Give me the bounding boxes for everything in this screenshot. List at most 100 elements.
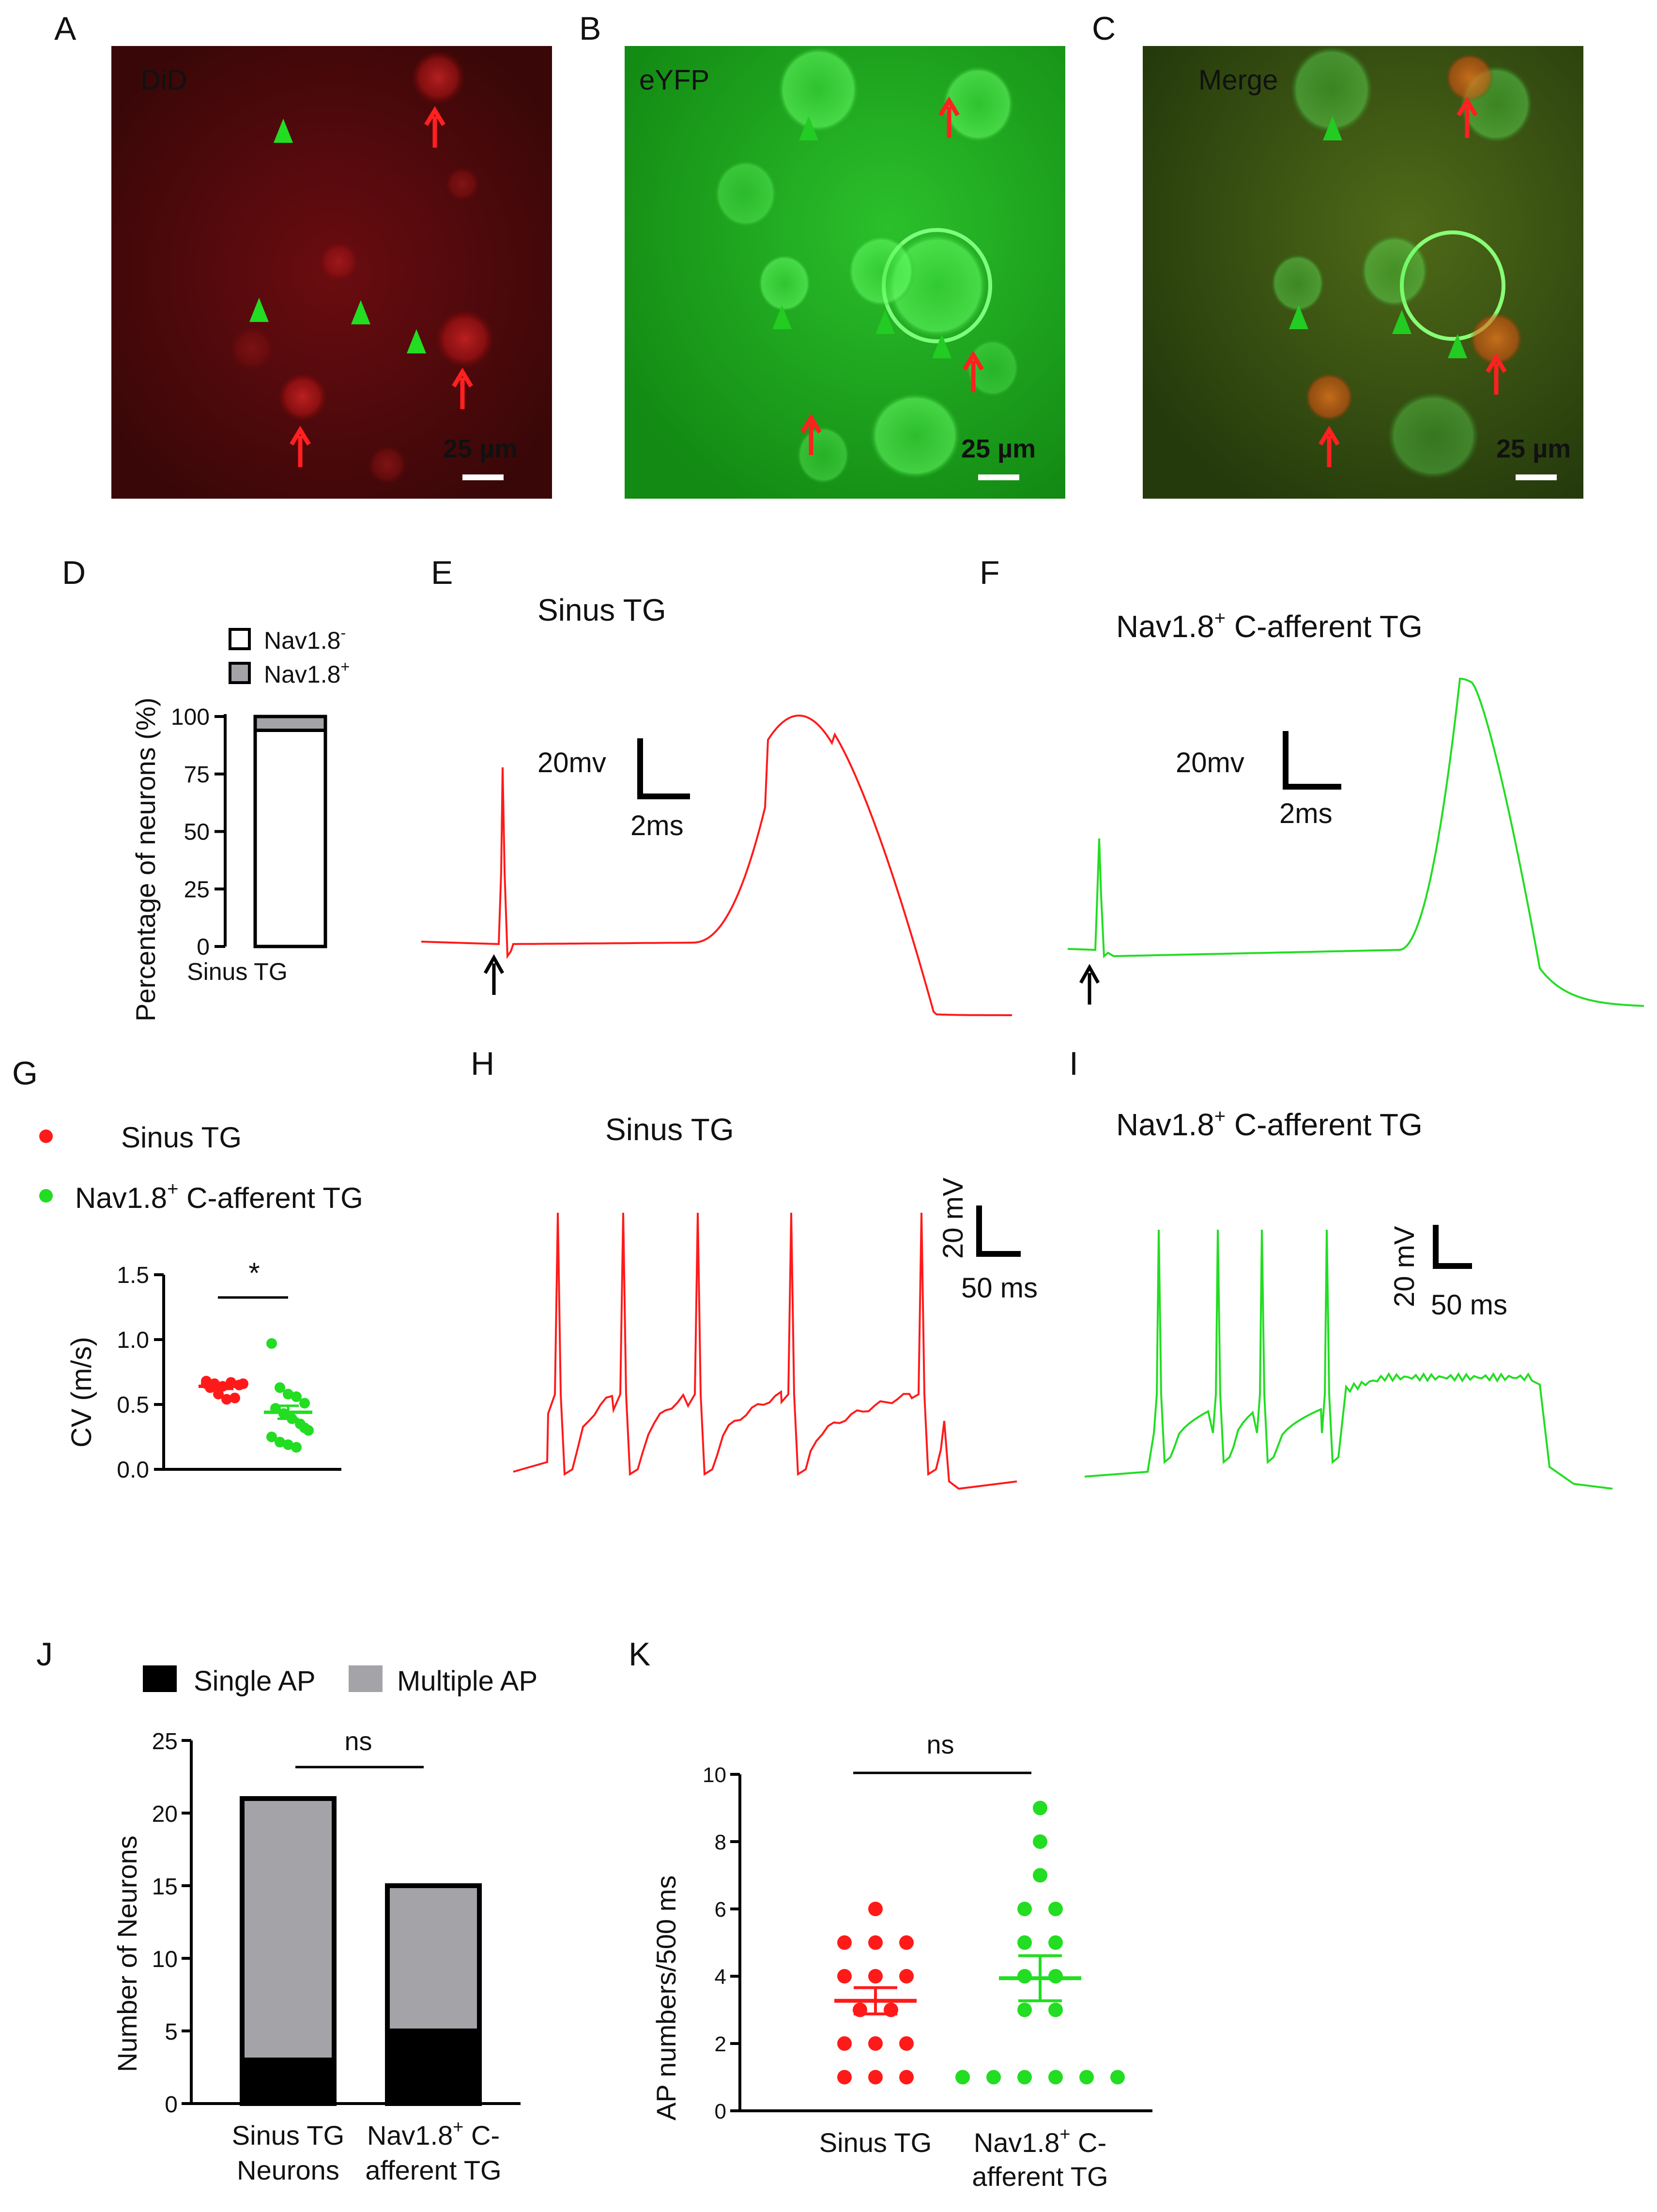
trace-f-title: Nav1.8+ C-afferent TG <box>1116 608 1423 644</box>
green-arrowhead-icon <box>799 116 818 140</box>
bar-single-ap <box>240 2058 337 2106</box>
trace-i-title: Nav1.8+ C-afferent TG <box>1116 1106 1423 1142</box>
data-point <box>299 1422 310 1434</box>
cell <box>966 339 1019 397</box>
green-arrowhead-icon <box>932 334 951 358</box>
chart-d-ylabel: Percentage of neurons (%) <box>130 698 161 1022</box>
y-tick-label: 10 <box>703 1763 726 1787</box>
trace-e-title: Sinus TG <box>537 593 666 627</box>
bar-multiple-ap <box>385 1883 482 2033</box>
data-point <box>1033 1800 1047 1815</box>
green-arrowhead-icon <box>407 329 426 353</box>
micrograph-c: Merge 25 µm <box>1143 46 1583 499</box>
data-point <box>899 2036 914 2051</box>
bar-single-ap <box>385 2029 482 2106</box>
data-point <box>221 1394 232 1405</box>
data-point <box>1017 2002 1032 2017</box>
data-point <box>299 1398 310 1409</box>
data-point <box>1017 1902 1032 1916</box>
cell <box>797 426 850 484</box>
cell <box>278 373 327 421</box>
legend-dot-nav <box>39 1189 53 1203</box>
data-point <box>1017 1969 1032 1983</box>
cell <box>714 160 777 228</box>
red-arrow-icon <box>800 413 822 455</box>
red-arrow-icon <box>424 106 445 148</box>
red-arrow-icon <box>963 351 984 392</box>
panel-letter-c: C <box>1092 10 1116 47</box>
legend-label-nav: Nav1.8+ C-afferent TG <box>75 1178 363 1214</box>
data-point <box>1033 1868 1047 1883</box>
data-point <box>1033 1834 1047 1849</box>
x-tick-label: Nav1.8+ C- <box>367 2117 500 2151</box>
data-point <box>868 1935 883 1950</box>
y-tick-label: 50 <box>184 820 210 845</box>
chart-g: Sinus TG Nav1.8+ C-afferent TG CV (m/s) … <box>39 1121 363 1483</box>
data-point <box>283 1388 293 1400</box>
green-arrowhead-icon <box>274 119 293 143</box>
data-point <box>837 1969 852 1983</box>
stimulus-arrow-icon <box>483 954 505 995</box>
cell <box>758 254 811 312</box>
cell <box>869 392 961 479</box>
green-arrowhead-icon <box>1392 310 1412 334</box>
x-tick-label: Sinus TG <box>819 2127 932 2158</box>
data-point <box>283 1439 293 1450</box>
trace-i-scale-voltage: 20 mV <box>1389 1226 1420 1307</box>
trace-e: Sinus TG 20mv 2ms <box>421 593 1012 1016</box>
micrograph-b-label: eYFP <box>639 64 709 96</box>
cell <box>1305 373 1353 421</box>
micrograph-a-scale-text: 25 µm <box>443 434 518 463</box>
green-arrowhead-icon <box>1289 305 1308 329</box>
data-point <box>266 1432 277 1442</box>
chart-g-ylabel: CV (m/s) <box>66 1337 97 1448</box>
y-tick-label: 0 <box>197 934 210 960</box>
x-tick-label: afferent TG <box>365 2155 501 2185</box>
cell <box>1445 53 1494 102</box>
green-arrowhead-icon <box>1448 334 1467 358</box>
cell <box>847 235 915 307</box>
red-arrow-icon <box>290 426 311 467</box>
data-point <box>291 1442 302 1453</box>
data-point <box>1079 2070 1094 2085</box>
trace-e-scale-voltage: 20mv <box>537 747 606 778</box>
y-tick-label: 75 <box>184 762 210 788</box>
chart-g-significance: * <box>248 1257 260 1289</box>
data-point <box>955 2070 970 2085</box>
y-tick-label: 25 <box>184 877 210 902</box>
cell <box>320 242 358 281</box>
chart-j-ylabel: Number of Neurons <box>112 1835 142 2072</box>
y-tick-label: 15 <box>152 1874 178 1900</box>
y-tick-label: 0.5 <box>117 1392 149 1418</box>
y-tick-label: 5 <box>165 2019 178 2045</box>
cell <box>1387 392 1479 479</box>
panel-letters: A B C D E F G H I J K <box>12 10 1116 1673</box>
trace-f-line <box>1067 677 1644 1007</box>
cell <box>445 167 479 201</box>
trace-e-scale-bar <box>637 738 690 799</box>
trace-e-line <box>421 714 1012 1016</box>
panel-letter-e: E <box>431 554 453 591</box>
cell <box>436 310 494 368</box>
chart-d-xtick: Sinus TG <box>187 958 288 985</box>
data-point <box>1048 2070 1063 2085</box>
cell <box>1290 46 1373 133</box>
legend-label-multiple-ap: Multiple AP <box>397 1665 537 1697</box>
x-tick-label: Nav1.8+ C- <box>974 2124 1106 2158</box>
chart-j-significance: ns <box>344 1727 372 1756</box>
legend-dot-sinus <box>39 1129 53 1143</box>
trace-h-scale-voltage: 20 mV <box>937 1177 969 1259</box>
data-point <box>230 1392 240 1403</box>
chart-k: AP numbers/500 ms ns 0 2 4 6 8 10 Sinus TG Nav1… <box>651 1730 1152 2192</box>
panel-letter-j: J <box>36 1636 53 1673</box>
bar-multiple-ap <box>240 1796 337 2062</box>
x-tick-label: Neurons <box>237 2155 339 2185</box>
bar-nav-pos <box>253 715 327 732</box>
panel-letter-d: D <box>62 554 86 591</box>
y-tick-label: 1.5 <box>117 1263 149 1288</box>
legend-swatch-multiple-ap <box>349 1665 383 1692</box>
panel-letter-h: H <box>471 1045 494 1082</box>
scale-bar <box>462 474 504 480</box>
micrograph-c-label: Merge <box>1198 64 1278 96</box>
y-tick-label: 2 <box>715 2032 726 2056</box>
